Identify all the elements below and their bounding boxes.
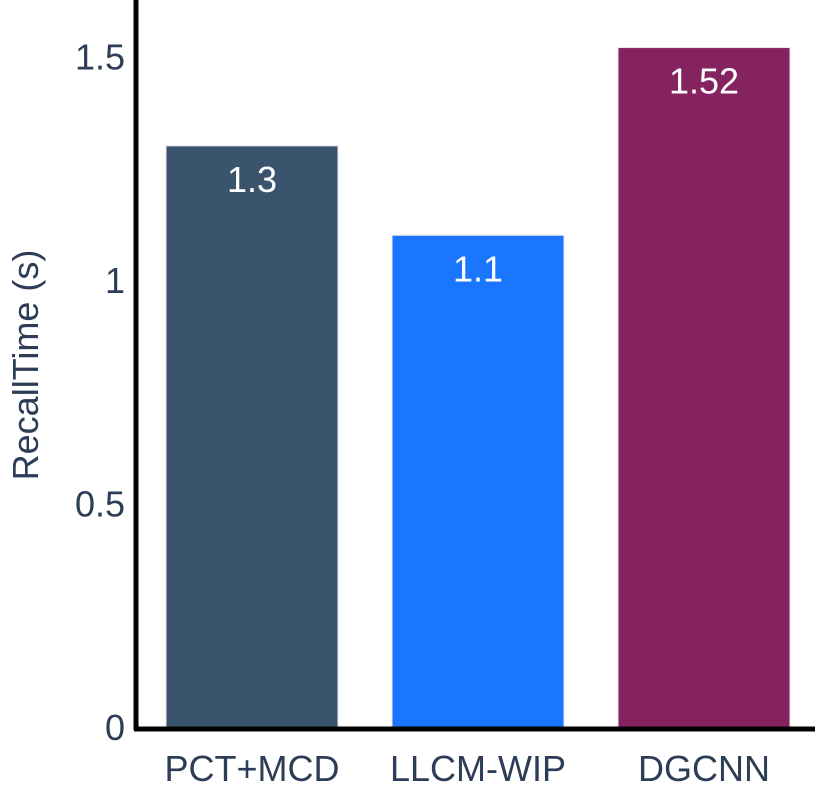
y-axis-title: RecallTime (s) <box>5 250 46 481</box>
y-tick-label: 0 <box>105 707 125 748</box>
y-tick-label: 1.5 <box>75 37 125 78</box>
bar-value-label: 1.52 <box>669 61 739 102</box>
bars-group: 1.3 1.1 1.52 <box>165 47 791 728</box>
y-tick-label: 0.5 <box>75 484 125 525</box>
x-categories-group: PCT+MCD LLCM-WIP DGCNN <box>164 748 770 789</box>
bar-dgcnn <box>617 47 791 728</box>
bar-pct-mcd <box>165 145 339 728</box>
x-category-label: DGCNN <box>638 748 770 789</box>
x-category-label: LLCM-WIP <box>390 748 566 789</box>
bar-value-label: 1.1 <box>453 248 503 289</box>
x-category-label: PCT+MCD <box>164 748 339 789</box>
bar-value-label: 1.3 <box>227 159 277 200</box>
y-ticks-group: 0 0.5 1 1.5 <box>75 37 125 749</box>
y-tick-label: 1 <box>105 260 125 301</box>
bar-llcm-wip <box>391 234 565 728</box>
